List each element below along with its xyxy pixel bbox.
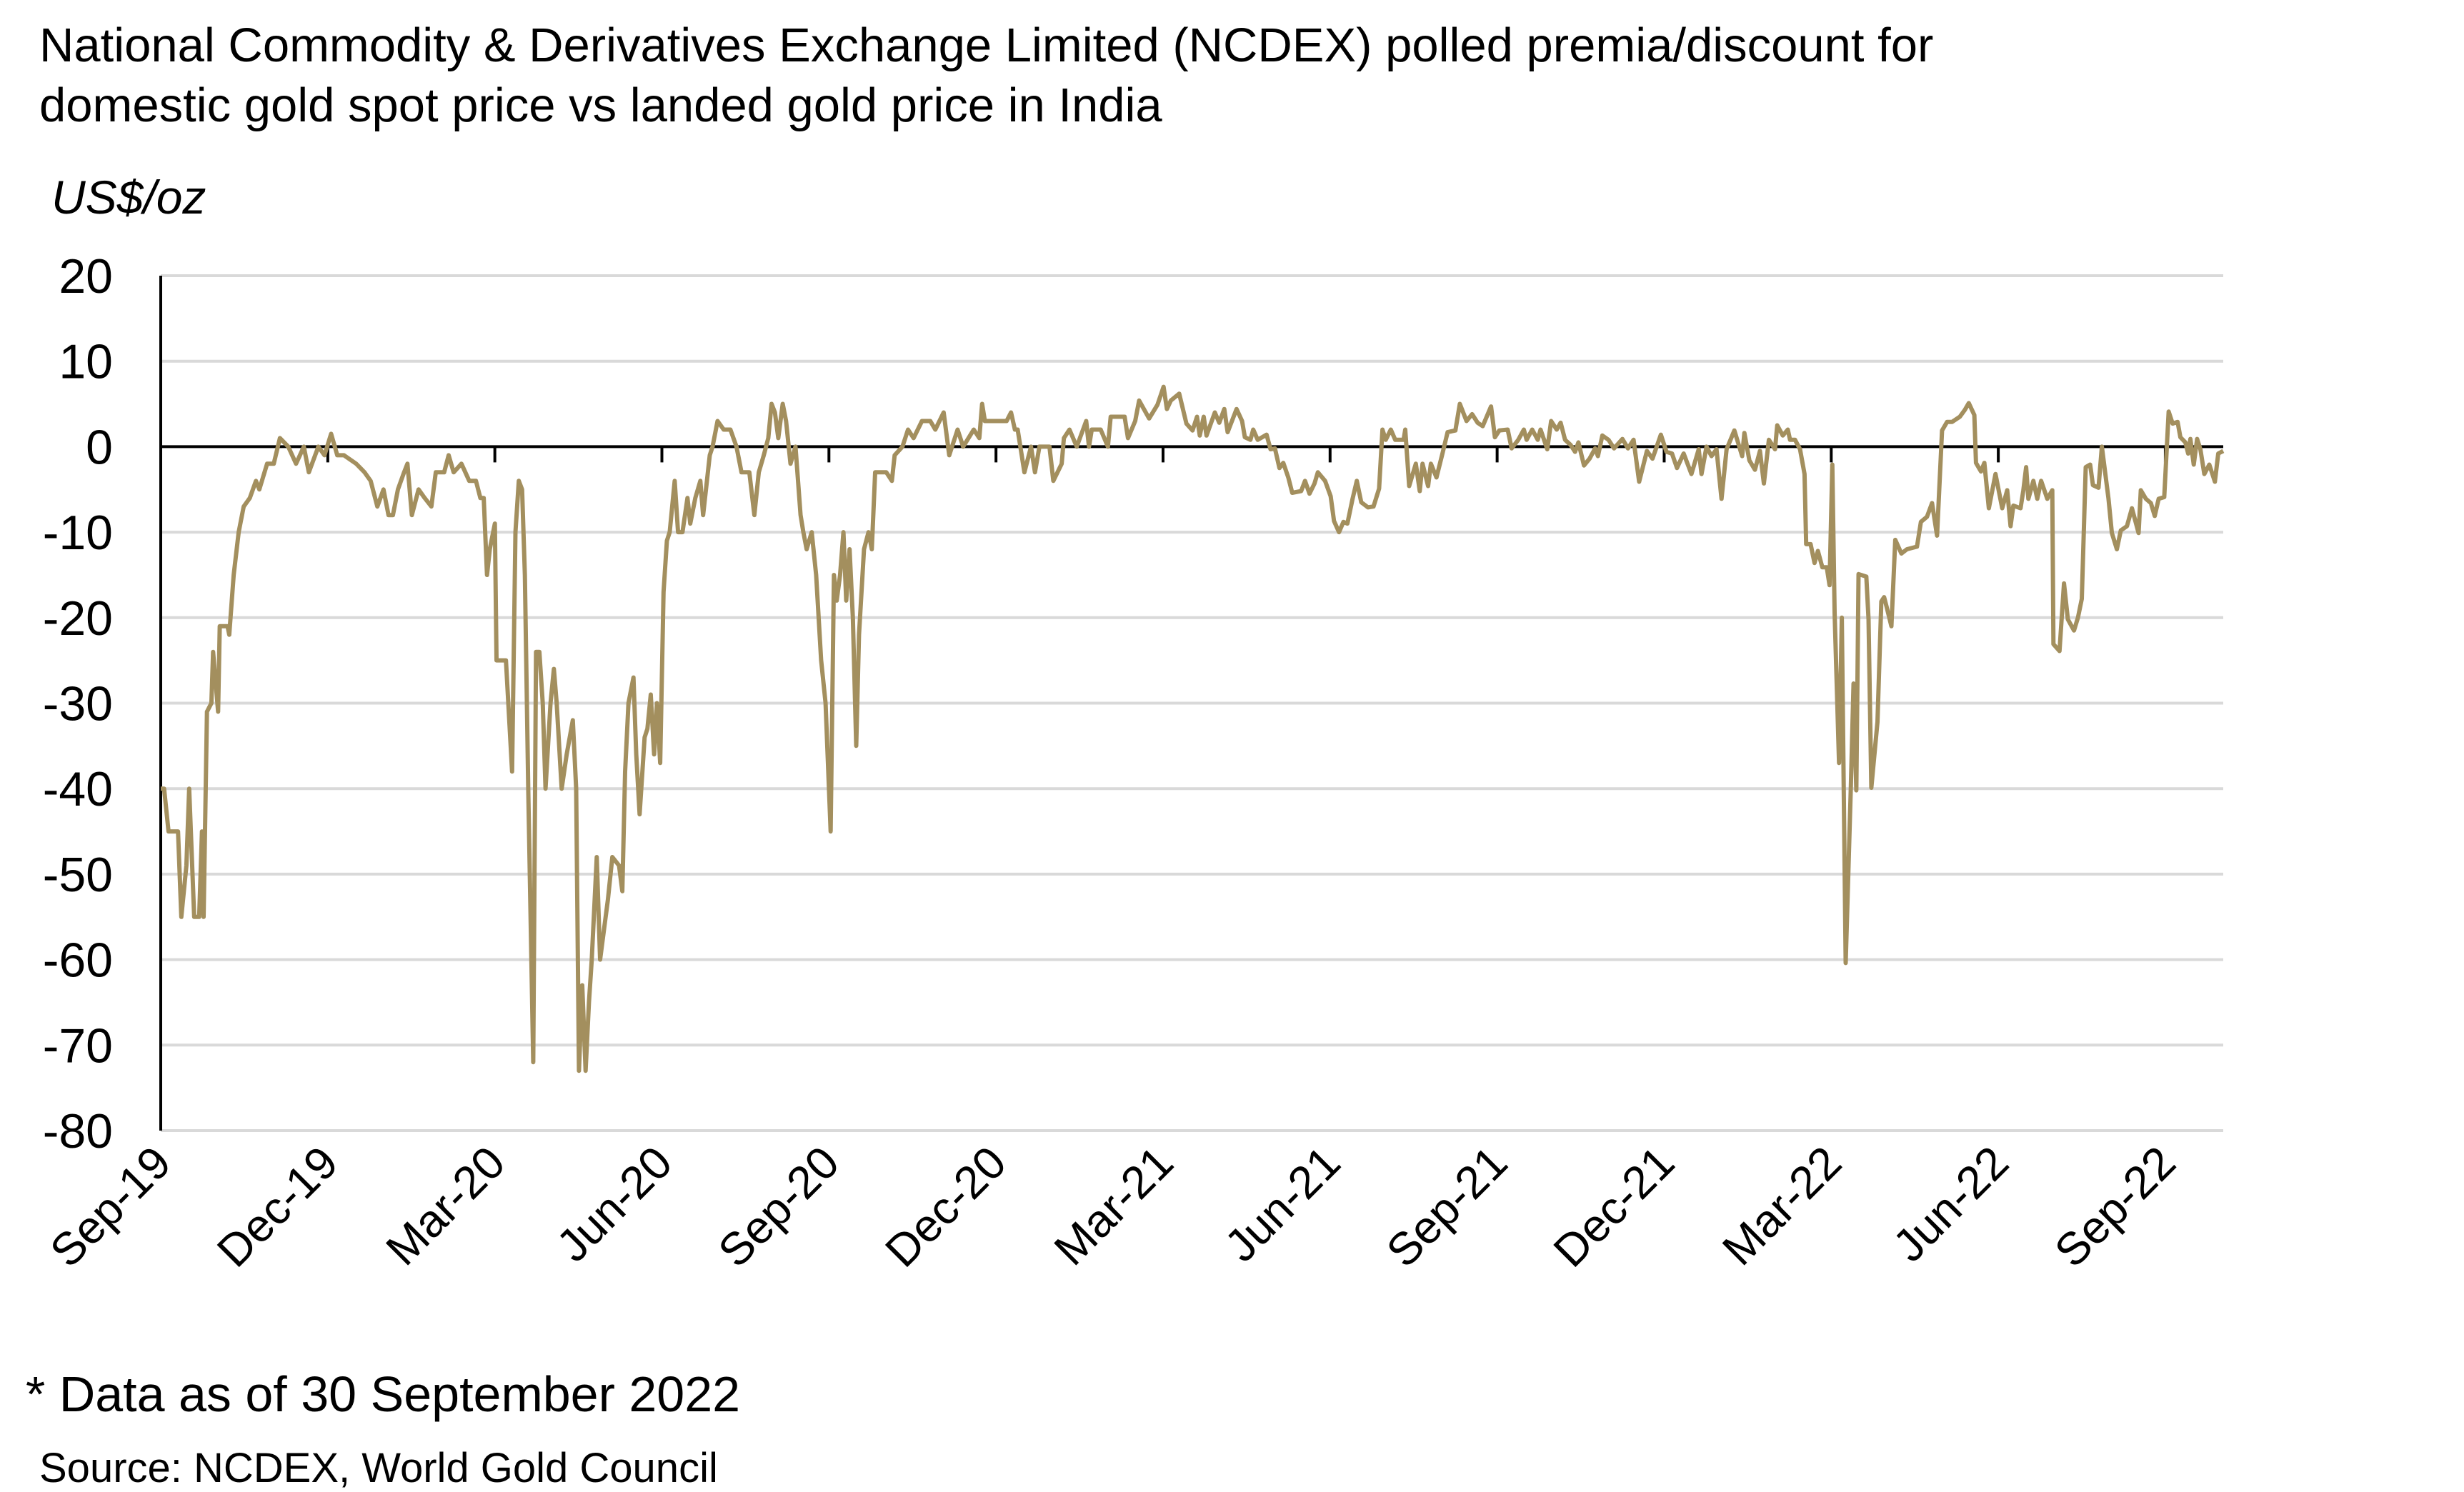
x-tick-label: Mar-20 [376,1136,514,1275]
chart-title-line-1: National Commodity & Derivatives Exchang… [39,19,1934,72]
y-tick-label: -50 [43,848,113,902]
x-tick-label: Dec-20 [875,1136,1016,1277]
gridlines [161,274,2223,1132]
y-axis-tick-labels: 20 10 0 -10 -20 -30 -40 -50 -60 -70 -80 [43,249,113,1158]
y-tick-label: 20 [59,249,113,304]
x-axis-ticks [326,446,2167,463]
y-tick-label: -20 [43,591,113,646]
y-tick-label: -30 [43,677,113,731]
series-line-premium-discount [161,384,2225,1073]
x-axis-tick-labels: Sep-19 Dec-19 Mar-20 Jun-20 Sep-20 Dec-20 Mar-… [40,1136,2185,1277]
y-tick-label: -10 [43,506,113,560]
y-tick-label: -70 [43,1018,113,1073]
y-axis-unit-label: US$/oz [51,171,206,224]
y-tick-label: -60 [43,933,113,988]
y-tick-label: 10 [59,335,113,389]
chart-title-line-2: domestic gold spot price vs landed gold … [39,79,1162,132]
x-tick-label: Dec-19 [207,1136,348,1277]
x-tick-label: Mar-22 [1712,1136,1851,1275]
x-tick-label: Jun-22 [1883,1136,2018,1271]
y-tick-label: 0 [86,420,113,474]
x-tick-label: Sep-21 [1377,1136,1517,1277]
x-tick-label: Sep-20 [708,1136,849,1277]
footnote: * Data as of 30 September 2022 [26,1366,741,1422]
chart-title: National Commodity & Derivatives Exchang… [39,16,2397,136]
x-tick-label: Dec-21 [1544,1136,1685,1277]
x-tick-label: Jun-20 [547,1136,682,1271]
x-tick-label: Mar-21 [1044,1136,1183,1275]
y-tick-label: -40 [43,762,113,816]
x-tick-label: Jun-21 [1214,1136,1350,1271]
source-note: Source: NCDEX, World Gold Council [39,1445,718,1491]
x-tick-label: Sep-22 [2045,1136,2185,1277]
y-tick-label: -80 [43,1104,113,1158]
